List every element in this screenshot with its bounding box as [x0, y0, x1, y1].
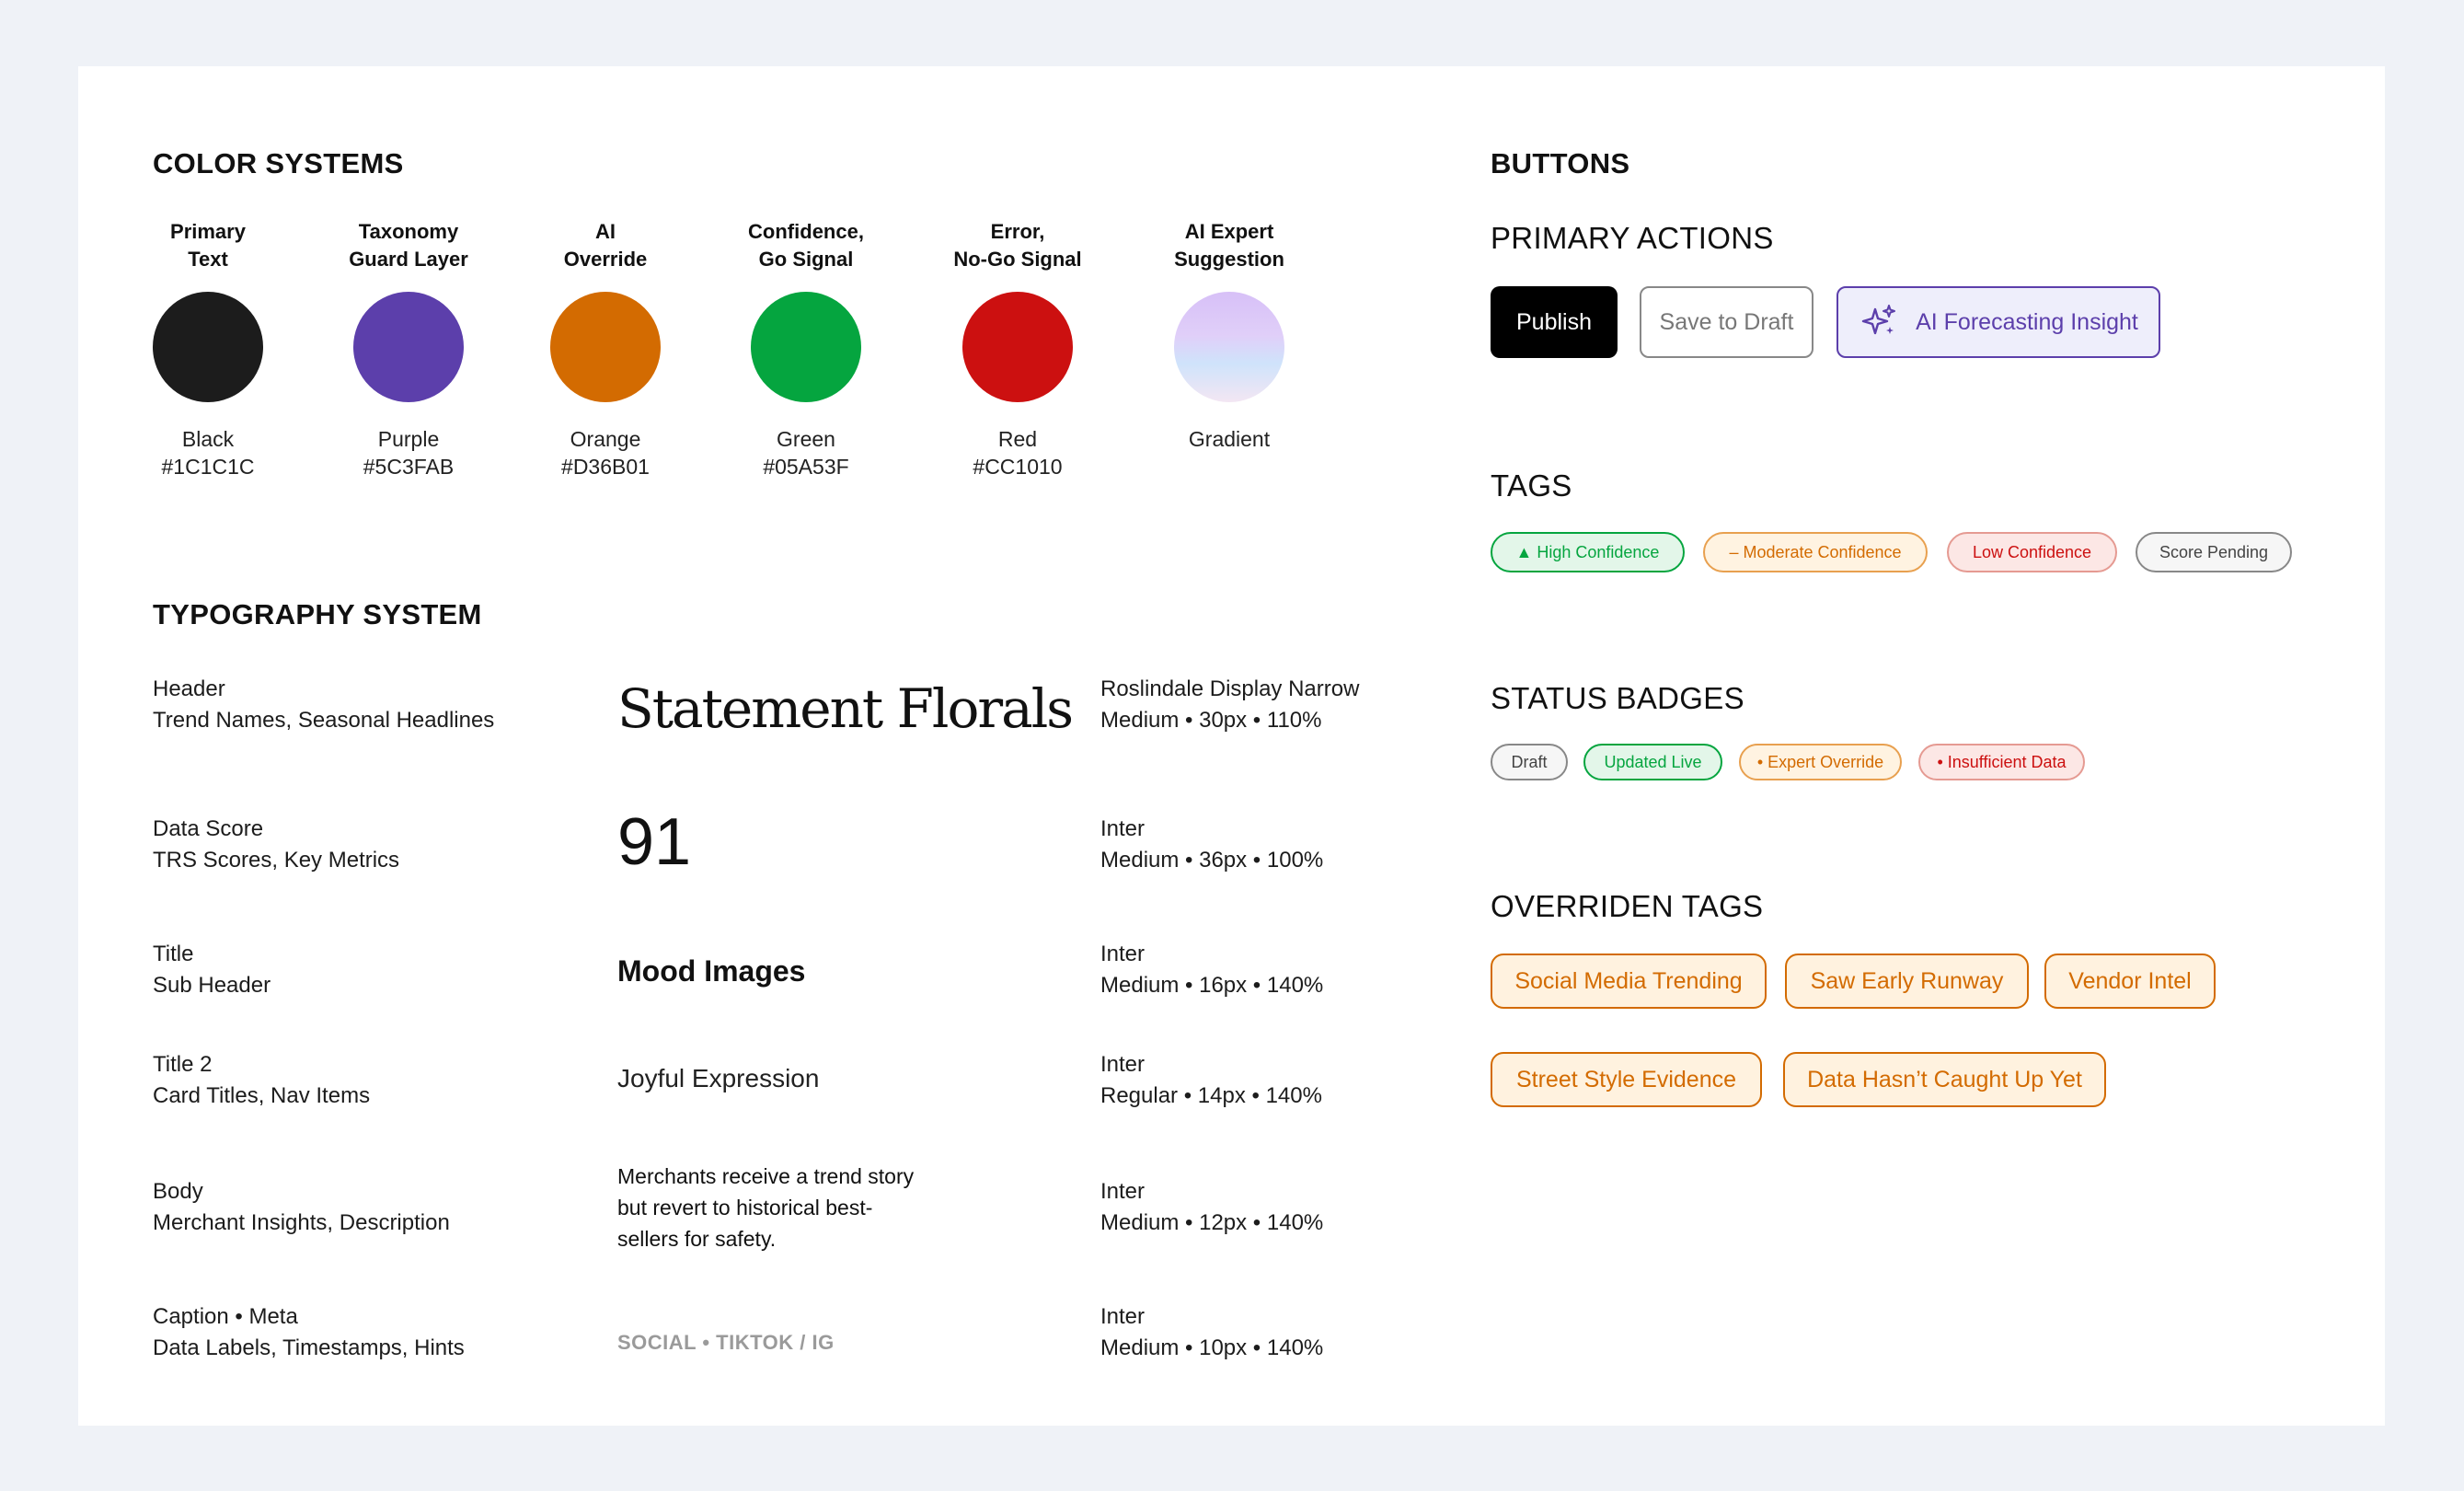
primary-actions-title: PRIMARY ACTIONS: [1491, 221, 1774, 255]
type-row-title2-spec: Inter Regular • 14px • 140%: [1100, 1052, 1322, 1108]
type-sample-score: 91: [617, 805, 692, 879]
typography-title: TYPOGRAPHY SYSTEM: [153, 598, 482, 630]
type-sample-body: Merchants receive a trend story but reve…: [617, 1164, 915, 1251]
type-row-header-desc: Header Trend Names, Seasonal Headlines: [153, 676, 495, 733]
type-row-title-spec: Inter Medium • 16px • 140%: [1100, 942, 1324, 998]
badge-insufficient-data[interactable]: • Insufficient Data: [1918, 744, 2085, 780]
type-row-body-desc: Body Merchant Insights, Description: [153, 1179, 450, 1235]
overriden-tags-title: OVERRIDEN TAGS: [1491, 889, 1764, 923]
publish-button[interactable]: Publish: [1491, 286, 1618, 358]
tag-score-pending[interactable]: Score Pending: [2136, 532, 2292, 572]
type-row-body-spec: Inter Medium • 12px • 140%: [1100, 1179, 1324, 1235]
color-systems-title: COLOR SYSTEMS: [153, 147, 404, 179]
color-circle-red: [962, 292, 1073, 402]
swatch-green: Confidence, Go Signal Green #05A53F: [748, 220, 864, 479]
tag-moderate-confidence[interactable]: – Moderate Confidence: [1703, 532, 1928, 572]
tag-high-confidence[interactable]: ▲ High Confidence: [1491, 532, 1685, 572]
design-system-card: COLOR SYSTEMS Primary Text Black #1C1C1C …: [78, 66, 2385, 1426]
save-to-draft-button[interactable]: Save to Draft: [1640, 286, 1813, 358]
tag-low-confidence[interactable]: Low Confidence: [1947, 532, 2117, 572]
override-tag-saw-early-runway[interactable]: Saw Early Runway: [1785, 954, 2029, 1009]
type-sample-title2: Joyful Expression: [617, 1064, 820, 1092]
override-tag-data-hasnt-caught-up[interactable]: Data Hasn’t Caught Up Yet: [1783, 1052, 2106, 1107]
type-row-title-desc: Title Sub Header: [153, 942, 271, 998]
type-row-score-desc: Data Score TRS Scores, Key Metrics: [153, 816, 400, 873]
type-row-score-spec: Inter Medium • 36px • 100%: [1100, 816, 1324, 873]
ai-forecasting-insight-button[interactable]: AI Forecasting Insight: [1836, 286, 2160, 358]
tags-title: TAGS: [1491, 468, 1572, 503]
color-circle-gradient: [1174, 292, 1284, 402]
override-tag-vendor-intel[interactable]: Vendor Intel: [2044, 954, 2216, 1009]
type-sample-header: Statement Florals: [617, 677, 1074, 740]
color-circle-purple: [353, 292, 464, 402]
status-badges-title: STATUS BADGES: [1491, 681, 1744, 715]
type-sample-caption: SOCIAL • TIKTOK / IG: [617, 1331, 835, 1354]
sparkle-icon: [1861, 305, 1896, 335]
swatch-red: Error, No-Go Signal Red #CC1010: [953, 220, 1082, 479]
badge-expert-override[interactable]: • Expert Override: [1739, 744, 1902, 780]
override-tag-street-style-evidence[interactable]: Street Style Evidence: [1491, 1052, 1762, 1107]
type-row-title2-desc: Title 2 Card Titles, Nav Items: [153, 1052, 371, 1108]
type-sample-title: Mood Images: [617, 954, 806, 988]
swatch-orange: AI Override Orange #D36B01: [504, 218, 707, 480]
swatch-gradient: AI Expert Suggestion Gradient: [1174, 220, 1284, 451]
swatch-purple: Taxonomy Guard Layer Purple #5C3FAB: [349, 220, 468, 479]
override-tag-social-media-trending[interactable]: Social Media Trending: [1491, 954, 1767, 1009]
ai-insight-label: AI Forecasting Insight: [1916, 308, 2138, 335]
type-row-caption-spec: Inter Medium • 10px • 140%: [1100, 1304, 1324, 1360]
badge-updated-live[interactable]: Updated Live: [1583, 744, 1722, 780]
swatch-black: Primary Text Black #1C1C1C: [107, 218, 309, 480]
color-circle-black: [153, 292, 263, 402]
type-row-header-spec: Roslindale Display Narrow Medium • 30px …: [1100, 676, 1360, 733]
badge-draft[interactable]: Draft: [1491, 744, 1568, 780]
color-circle-orange: [550, 292, 661, 402]
type-row-caption-desc: Caption • Meta Data Labels, Timestamps, …: [153, 1304, 465, 1360]
color-circle-green: [751, 292, 861, 402]
buttons-title: BUTTONS: [1491, 147, 1630, 179]
